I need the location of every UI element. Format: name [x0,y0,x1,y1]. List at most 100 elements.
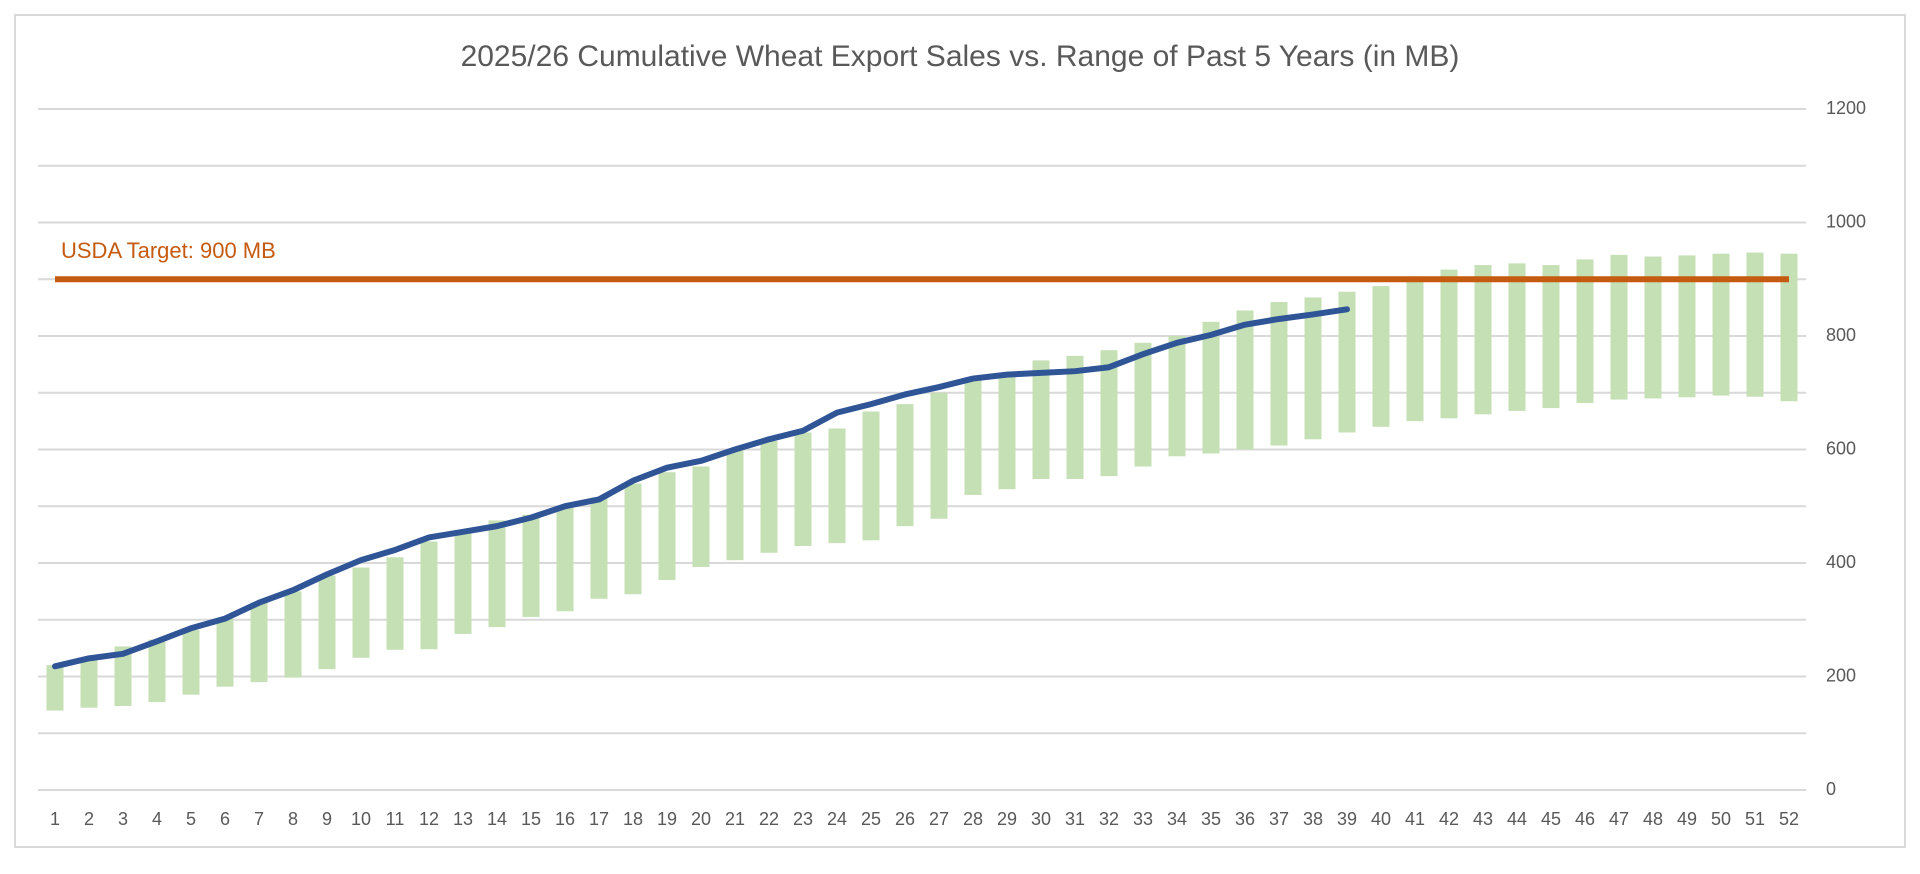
x-tick-label: 12 [419,809,439,829]
x-tick-label: 40 [1371,809,1391,829]
x-tick-label: 33 [1133,809,1153,829]
x-tick-label: 14 [487,809,507,829]
x-tick-label: 31 [1065,809,1085,829]
x-tick-label: 18 [623,809,643,829]
range-bar [522,514,540,617]
range-bar [1542,265,1560,409]
range-bar [828,428,846,544]
range-bar [1678,255,1696,398]
range-bar [420,541,438,650]
range-bar [896,404,914,527]
sales-line [52,306,1350,670]
x-tick-label: 19 [657,809,677,829]
range-bar [964,380,982,495]
range-bar [454,530,472,634]
x-tick-label: 32 [1099,809,1119,829]
range-bar [1372,286,1390,427]
x-tick-label: 5 [186,809,196,829]
x-tick-label: 45 [1541,809,1561,829]
x-tick-label: 44 [1507,809,1527,829]
range-bar [46,665,64,711]
range-bar [1270,301,1288,446]
range-bar [692,466,710,567]
range-bar [556,506,574,612]
x-tick-label: 4 [152,809,162,829]
range-bar [1202,321,1220,454]
x-tick-label: 6 [220,809,230,829]
range-bar [80,658,98,708]
range-bar [1780,253,1798,402]
range-bar [1168,336,1186,457]
target-label: USDA Target: 900 MB [61,238,276,263]
x-tick-label: 27 [929,809,949,829]
x-tick-label: 8 [288,809,298,829]
x-tick-label: 49 [1677,809,1697,829]
x-tick-label: 52 [1779,809,1799,829]
range-bar [1440,269,1458,419]
range-bar [1066,355,1084,480]
range-bar [386,557,404,650]
chart-border [14,14,1906,848]
x-tick-label: 41 [1405,809,1425,829]
x-tick-label: 51 [1745,809,1765,829]
x-tick-label: 10 [351,809,371,829]
x-tick-label: 23 [793,809,813,829]
range-bar [1474,265,1492,415]
y-tick-label: 0 [1826,779,1836,799]
y-tick-label: 800 [1826,325,1856,345]
x-tick-label: 11 [386,809,405,829]
x-tick-label: 28 [963,809,983,829]
x-tick-label: 47 [1609,809,1629,829]
range-bar [930,392,948,519]
x-tick-label: 37 [1269,809,1289,829]
x-tick-label: 2 [84,809,94,829]
x-tick-label: 29 [997,809,1017,829]
chart-title: 2025/26 Cumulative Wheat Export Sales vs… [461,40,1460,73]
x-tick-label: 21 [725,809,745,829]
x-tick-label: 1 [50,809,60,829]
y-tick-label: 200 [1826,665,1856,685]
x-tick-label: 38 [1303,809,1323,829]
x-tick-label: 3 [118,809,128,829]
y-tick-label: 1000 [1826,211,1866,231]
range-bar [318,575,336,670]
x-tick-label: 39 [1337,809,1357,829]
x-tick-label: 50 [1711,809,1731,829]
x-tick-label: 24 [827,809,847,829]
range-bar [1610,254,1628,400]
range-bar [284,591,302,678]
range-bar [862,411,880,541]
range-bar [148,639,166,703]
range-bar [1576,259,1594,403]
range-bar [1712,253,1730,396]
x-tick-label: 17 [589,809,609,829]
range-bar [114,646,132,707]
range-bar [216,618,234,687]
y-tick-label: 600 [1826,438,1856,458]
range-bar [998,375,1016,490]
x-tick-label: 43 [1473,809,1493,829]
x-tick-label: 36 [1235,809,1255,829]
x-tick-label: 26 [895,809,915,829]
x-tick-label: 9 [322,809,332,829]
x-tick-label: 20 [691,809,711,829]
y-tick-label: 400 [1826,552,1856,572]
x-tick-label: 34 [1167,809,1187,829]
x-tick-label: 22 [759,809,779,829]
x-tick-label: 7 [254,809,264,829]
range-bar [1644,256,1662,399]
range-bar [1032,360,1050,480]
range-bar [1236,310,1254,450]
range-bar [250,602,268,683]
range-bar [1134,342,1152,467]
x-tick-label: 15 [521,809,541,829]
x-tick-label: 25 [861,809,881,829]
range-bar [794,432,812,546]
range-bar [352,567,370,658]
y-tick-label: 1200 [1826,98,1866,118]
range-bar [1304,297,1322,440]
range-bar [1508,263,1526,411]
range-bar [1406,276,1424,422]
